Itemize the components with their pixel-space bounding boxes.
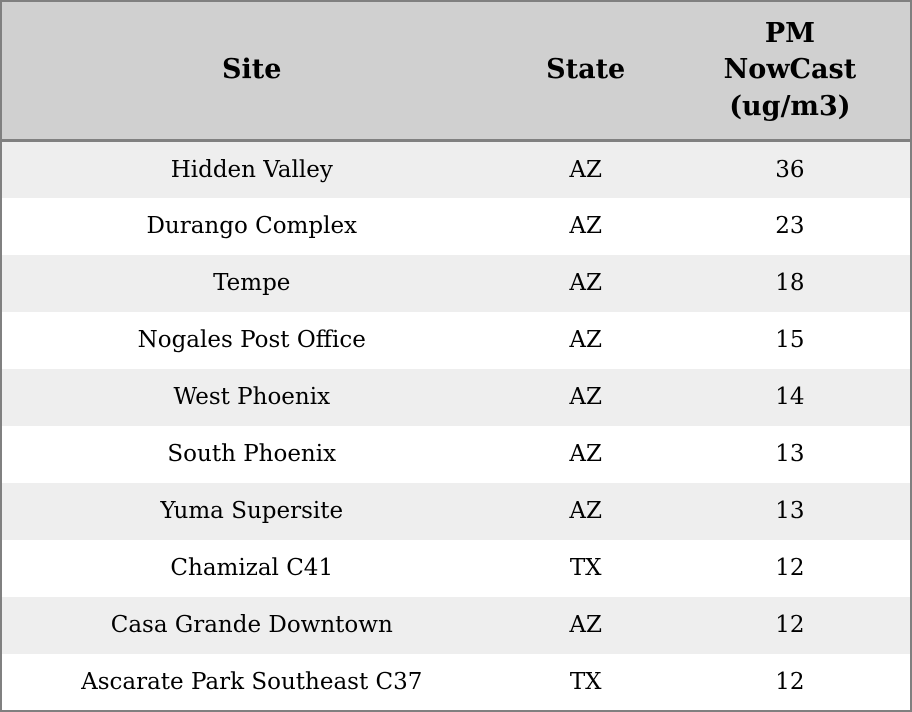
state-cell: TX: [569, 555, 602, 582]
state-cell: AZ: [569, 384, 602, 411]
pm-nowcast-cell: 12: [775, 612, 805, 639]
site-cell: Nogales Post Office: [137, 327, 366, 354]
site-cell: Hidden Valley: [170, 157, 333, 184]
site-cell: South Phoenix: [167, 441, 337, 468]
state-cell: TX: [569, 668, 602, 695]
pm-nowcast-cell: 13: [775, 498, 805, 525]
state-cell: AZ: [569, 498, 602, 525]
site-cell: Tempe: [213, 270, 291, 297]
table-row: Durango Complex AZ 23: [1, 197, 911, 255]
site-cell: Ascarate Park Southeast C37: [81, 668, 423, 695]
state-cell: AZ: [569, 157, 602, 184]
table-row: Nogales Post Office AZ 15: [1, 311, 911, 369]
site-cell: Yuma Supersite: [160, 498, 344, 525]
table-row: Casa Grande Downtown AZ 12: [1, 596, 911, 654]
column-header-pm: PM NowCast (ug/m3): [669, 1, 911, 143]
state-cell: AZ: [569, 327, 602, 354]
table-body: Hidden Valley AZ 36 Durango Complex AZ 23 Temp…: [1, 140, 911, 711]
table-row: Tempe AZ 18: [1, 254, 911, 312]
pm-nowcast-cell: 13: [775, 441, 805, 468]
table-row: West Phoenix AZ 14: [1, 368, 911, 426]
pm-nowcast-cell: 12: [775, 555, 805, 582]
state-cell: AZ: [569, 270, 602, 297]
column-header-site: Site: [1, 1, 502, 143]
pm-nowcast-cell: 15: [775, 327, 805, 354]
state-cell: AZ: [569, 441, 602, 468]
table-row: Hidden Valley AZ 36: [1, 140, 911, 198]
table-row: Chamizal C41 TX 12: [1, 539, 911, 597]
table-header-row: Site State PM NowCast (ug/m3): [1, 1, 911, 143]
site-cell: West Phoenix: [173, 384, 331, 411]
state-cell: AZ: [569, 612, 602, 639]
pm-nowcast-cell: 18: [775, 270, 805, 297]
pm-nowcast-cell: 36: [775, 157, 805, 184]
site-cell: Durango Complex: [146, 213, 358, 240]
pm-nowcast-cell: 14: [775, 384, 805, 411]
table-row: South Phoenix AZ 13: [1, 425, 911, 483]
pm-nowcast-cell: 23: [775, 213, 805, 240]
state-cell: AZ: [569, 213, 602, 240]
site-cell: Casa Grande Downtown: [110, 612, 393, 639]
table-row: Yuma Supersite AZ 13: [1, 482, 911, 540]
table-row: Ascarate Park Southeast C37 TX 12: [1, 653, 911, 711]
pm-nowcast-cell: 12: [775, 668, 805, 695]
column-header-state: State: [501, 1, 670, 143]
site-cell: Chamizal C41: [170, 555, 334, 582]
